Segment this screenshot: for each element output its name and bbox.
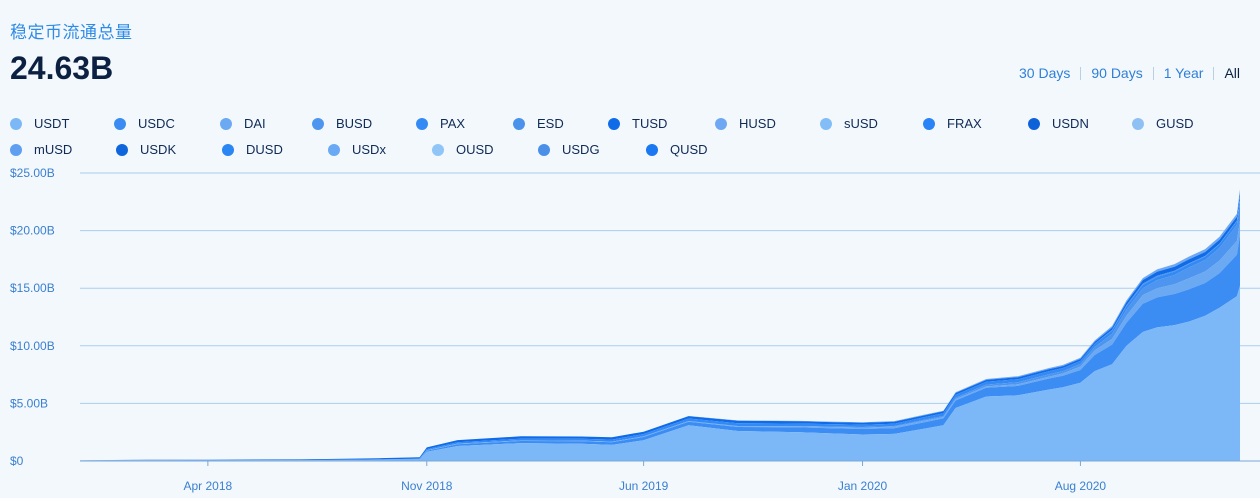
y-tick-label: $20.00B: [10, 224, 55, 238]
legend-item-pax[interactable]: PAX: [416, 116, 465, 131]
range-30-days[interactable]: 30 Days: [1019, 65, 1071, 81]
legend-label: USDx: [352, 142, 386, 157]
y-tick-label: $15.00B: [10, 281, 55, 295]
legend-label: USDT: [34, 116, 70, 131]
x-tick-label: Jan 2020: [838, 479, 888, 493]
legend-item-dai[interactable]: DAI: [220, 116, 266, 131]
legend-item-busd[interactable]: BUSD: [312, 116, 372, 131]
x-tick-label: Jun 2019: [619, 479, 669, 493]
x-tick-label: Nov 2018: [401, 479, 453, 493]
legend-dot-icon: [328, 143, 340, 156]
y-tick-label: $0: [10, 454, 24, 468]
legend-label: USDK: [140, 142, 177, 157]
legend-label: TUSD: [632, 116, 668, 131]
total-supply-value: 24.63B: [10, 50, 114, 86]
legend-item-usdc[interactable]: USDC: [114, 116, 175, 131]
y-tick-label: $25.00B: [10, 166, 55, 180]
stacked-area-chart: $0 $5.00B $10.00B $15.00B $20.00B $25.00B Apr …: [10, 166, 1260, 493]
legend-item-usdx[interactable]: USDx: [328, 142, 386, 157]
range-divider: [1152, 66, 1154, 80]
legend-item-ousd[interactable]: OUSD: [432, 142, 494, 157]
legend-label: OUSD: [456, 142, 494, 157]
range-divider: [1080, 66, 1082, 80]
legend-item-usdn[interactable]: USDN: [1028, 116, 1089, 131]
legend-label: sUSD: [844, 116, 878, 131]
legend-dot-icon: [608, 117, 620, 130]
x-tick-label: Apr 2018: [184, 479, 233, 493]
legend-label: mUSD: [34, 142, 73, 157]
legend-item-usdk[interactable]: USDK: [116, 142, 176, 157]
legend-dot-icon: [1028, 117, 1040, 130]
legend-item-dusd[interactable]: DUSD: [222, 142, 283, 157]
legend-dot-icon: [222, 143, 234, 156]
legend-dot-icon: [646, 143, 658, 156]
legend-dot-icon: [114, 117, 126, 130]
range-1-year[interactable]: 1 Year: [1163, 65, 1204, 81]
legend-dot-icon: [538, 143, 550, 156]
legend-item-usdt[interactable]: USDT: [10, 116, 69, 131]
legend-label: USDC: [138, 116, 175, 131]
legend-label: USDN: [1052, 116, 1089, 131]
range-all[interactable]: All: [1224, 65, 1240, 81]
legend-label: QUSD: [670, 142, 708, 157]
legend-row: USDT USDC DAI BUSD PAX ESD TUSD HUSD sUSD FRAX USD…: [10, 116, 1250, 142]
range-90-days[interactable]: 90 Days: [1091, 65, 1143, 81]
legend-item-tusd[interactable]: TUSD: [608, 116, 667, 131]
legend-item-husd[interactable]: HUSD: [715, 116, 776, 131]
legend-dot-icon: [1132, 117, 1144, 130]
legend-label: HUSD: [739, 116, 776, 131]
legend-dot-icon: [312, 117, 324, 130]
y-tick-label: $5.00B: [10, 396, 48, 410]
legend-item-susd[interactable]: sUSD: [820, 116, 878, 131]
legend-dot-icon: [220, 117, 232, 130]
legend-item-usdg[interactable]: USDG: [538, 142, 600, 157]
legend-label: BUSD: [336, 116, 373, 131]
legend-dot-icon: [715, 117, 727, 130]
range-divider: [1213, 66, 1215, 80]
x-tick-label: Aug 2020: [1055, 479, 1107, 493]
legend-item-gusd[interactable]: GUSD: [1132, 116, 1194, 131]
legend-label: DUSD: [246, 142, 283, 157]
legend-row: mUSD USDK DUSD USDx OUSD USDG QUSD: [10, 142, 1250, 168]
legend-dot-icon: [432, 143, 444, 156]
page-title: 稳定币流通总量: [10, 23, 133, 42]
legend-label: FRAX: [947, 116, 982, 131]
legend-item-esd[interactable]: ESD: [513, 116, 564, 131]
chart-legend: USDT USDC DAI BUSD PAX ESD TUSD HUSD sUSD FRAX USD…: [10, 116, 1250, 168]
legend-dot-icon: [116, 143, 128, 156]
area-series-usdt: [80, 285, 1240, 461]
legend-label: ESD: [537, 116, 564, 131]
legend-label: DAI: [244, 116, 266, 131]
legend-label: USDG: [562, 142, 600, 157]
legend-item-frax[interactable]: FRAX: [923, 116, 982, 131]
legend-dot-icon: [513, 117, 525, 130]
legend-dot-icon: [10, 117, 22, 130]
legend-item-musd[interactable]: mUSD: [10, 142, 72, 157]
legend-dot-icon: [820, 117, 832, 130]
legend-dot-icon: [416, 117, 428, 130]
legend-dot-icon: [923, 117, 935, 130]
legend-label: PAX: [440, 116, 466, 131]
legend-dot-icon: [10, 143, 22, 156]
y-tick-label: $10.00B: [10, 339, 55, 353]
legend-item-qusd[interactable]: QUSD: [646, 142, 708, 157]
legend-label: GUSD: [1156, 116, 1194, 131]
time-range-selector: 30 Days 90 Days 1 Year All: [1019, 65, 1240, 81]
